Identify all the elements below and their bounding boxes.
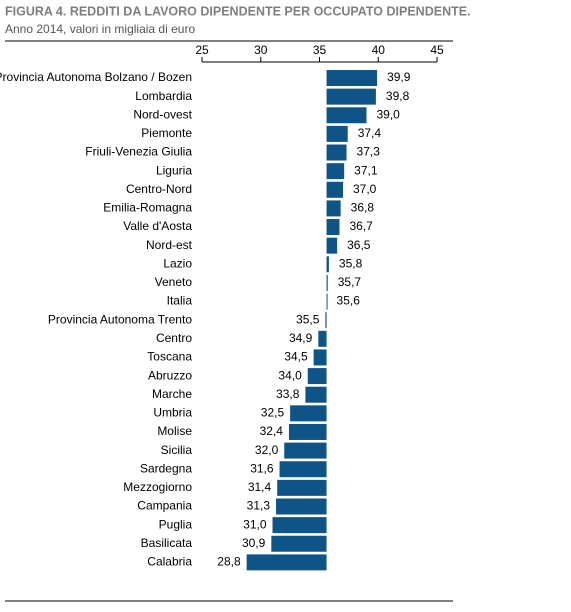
- value-label: 32,0: [255, 443, 279, 457]
- category-label: Piemonte: [141, 126, 192, 140]
- bar: [326, 256, 329, 273]
- bar: [326, 88, 376, 105]
- bar: [326, 125, 348, 142]
- category-label: Veneto: [155, 275, 193, 289]
- bar: [326, 274, 328, 291]
- chart-title: FIGURA 4. REDDITI DA LAVORO DIPENDENTE P…: [5, 4, 471, 18]
- category-label: Calabria: [147, 555, 192, 569]
- x-tick-label: 30: [254, 43, 268, 57]
- category-label: Mezzogiorno: [123, 480, 192, 494]
- value-label: 30,9: [242, 536, 266, 550]
- bar: [276, 498, 327, 515]
- value-label: 36,5: [347, 238, 371, 252]
- category-label: Marche: [152, 387, 192, 401]
- bar: [307, 368, 327, 385]
- value-label: 37,3: [357, 145, 381, 159]
- bar: [313, 349, 327, 366]
- value-label: 34,5: [284, 350, 308, 364]
- bar: [326, 237, 338, 254]
- category-label: Friuli-Venezia Giulia: [85, 145, 192, 159]
- x-tick-label: 25: [195, 43, 209, 57]
- category-label: Toscana: [147, 350, 192, 364]
- value-label: 35,5: [296, 312, 320, 326]
- category-label: Italia: [167, 294, 193, 308]
- bar: [272, 517, 327, 534]
- bar: [290, 405, 327, 422]
- bar: [326, 144, 347, 161]
- bar: [326, 200, 341, 217]
- value-label: 37,0: [353, 182, 377, 196]
- value-label: 36,7: [349, 219, 373, 233]
- category-label: Nord-est: [146, 238, 193, 252]
- bar: [271, 535, 327, 552]
- category-label: Abruzzo: [148, 368, 192, 382]
- category-label: Liguria: [156, 163, 192, 177]
- category-label: Puglia: [159, 517, 193, 531]
- bar: [326, 293, 328, 310]
- category-label: Molise: [157, 424, 192, 438]
- value-label: 39,9: [387, 70, 411, 84]
- x-tick-label: 45: [430, 43, 444, 57]
- bar: [326, 107, 367, 124]
- category-label: Lombardia: [135, 89, 192, 103]
- value-label: 34,9: [289, 331, 313, 345]
- bar: [305, 386, 327, 403]
- category-label: Valle d'Aosta: [123, 219, 192, 233]
- value-label: 32,5: [261, 406, 285, 420]
- x-tick-label: 35: [313, 43, 327, 57]
- bar: [326, 219, 340, 236]
- category-label: Centro: [156, 331, 192, 345]
- value-label: 37,4: [358, 126, 382, 140]
- bar: [288, 423, 327, 440]
- bar: [326, 70, 378, 86]
- bar: [326, 163, 345, 180]
- value-label: 28,8: [217, 555, 241, 569]
- category-label: Campania: [137, 499, 192, 513]
- value-label: 35,8: [339, 256, 363, 270]
- chart-subtitle: Anno 2014, valori in migliaia di euro: [5, 22, 195, 36]
- category-label: Centro-Nord: [126, 182, 192, 196]
- value-label: 39,8: [386, 89, 410, 103]
- category-label: Nord-ovest: [133, 107, 192, 121]
- value-label: 39,0: [377, 107, 401, 121]
- category-label: Provincia Autonoma Trento: [48, 312, 192, 326]
- value-label: 34,0: [278, 368, 302, 382]
- category-label: Umbria: [153, 406, 192, 420]
- value-label: 35,7: [338, 275, 362, 289]
- value-label: 31,0: [243, 517, 267, 531]
- value-label: 36,8: [351, 201, 375, 215]
- value-label: 33,8: [276, 387, 300, 401]
- bar: [279, 461, 327, 478]
- category-label: Lazio: [163, 256, 192, 270]
- bar: [284, 442, 327, 459]
- bar: [277, 479, 327, 496]
- value-label: 31,4: [248, 480, 272, 494]
- value-label: 31,3: [247, 499, 271, 513]
- bar: [326, 181, 343, 198]
- bar: [246, 554, 327, 571]
- value-label: 31,6: [250, 461, 274, 475]
- category-label: Sicilia: [161, 443, 193, 457]
- category-label: Emilia-Romagna: [103, 201, 192, 215]
- value-label: 32,4: [260, 424, 284, 438]
- bar: [325, 312, 327, 329]
- bar: [318, 330, 327, 347]
- category-label: Sardegna: [140, 461, 192, 475]
- category-label: Basilicata: [141, 536, 193, 550]
- value-label: 35,6: [337, 294, 361, 308]
- category-label: Provincia Autonoma Bolzano / Bozen: [0, 70, 192, 84]
- x-tick-label: 40: [372, 43, 386, 57]
- value-label: 37,1: [354, 163, 378, 177]
